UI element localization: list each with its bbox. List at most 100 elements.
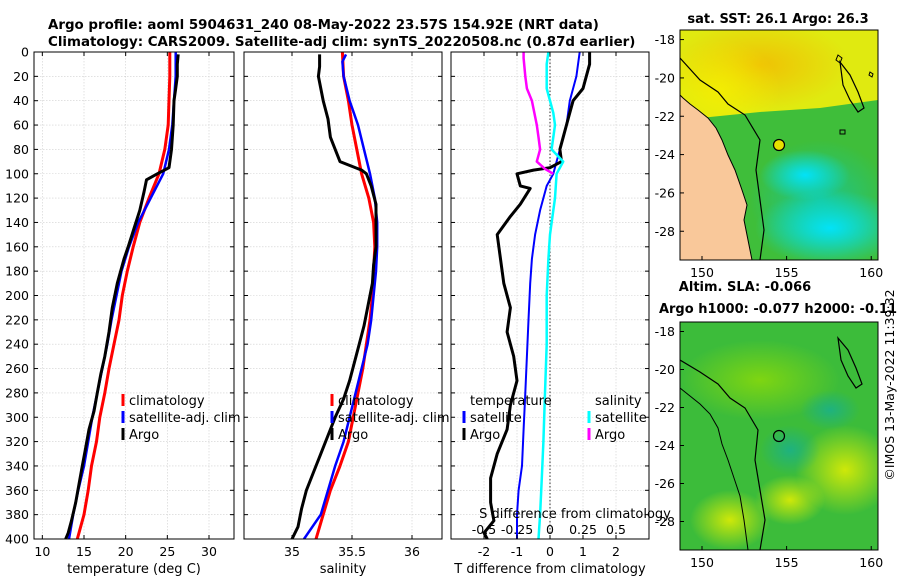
map-x-tick-label: 155: [775, 265, 799, 280]
legend-label-satellite-adj: satellite-adj. clim: [129, 411, 241, 426]
legend-label-s-argo: Argo: [595, 428, 625, 443]
x-tick-label: 35.5: [338, 544, 366, 559]
y-tick-label: 360: [5, 483, 29, 498]
map-x-tick-label: 160: [859, 555, 883, 570]
secondary-axis-label: S difference from climatology: [479, 507, 671, 522]
map-y-tick-label: -20: [655, 362, 675, 377]
y-tick-label: 200: [5, 288, 29, 303]
legend-label-satellite-adj: satellite-adj. clim: [338, 411, 450, 426]
y-tick-label: 0: [21, 45, 29, 60]
y-tick-label: 140: [5, 215, 29, 230]
x-tick-label: 15: [76, 544, 92, 559]
series-line-argo: [64, 54, 180, 539]
secondary-tick-label: 0: [546, 522, 554, 537]
series-group: [64, 52, 180, 539]
y-tick-label: 260: [5, 361, 29, 376]
x-tick-label: 25: [159, 544, 175, 559]
sla-coast-200m: [680, 359, 766, 550]
sla-map-axes: 150 155 160 -18 -20 -22 -24 -26 -28: [655, 324, 884, 570]
sst-map-title: sat. SST: 26.1 Argo: 26.3: [687, 12, 868, 27]
legend-label-t-satellite: satellite: [470, 411, 522, 426]
series-line-climatology: [75, 52, 172, 539]
sst-cyan-patch-2: [760, 150, 850, 200]
map-x-tick-label: 160: [859, 265, 883, 280]
map-y-tick-label: -28: [655, 514, 675, 529]
map-y-tick-label: -26: [655, 185, 675, 200]
y-tick-label: 300: [5, 410, 29, 425]
sst-island-outline: [835, 54, 874, 135]
y-tick-label: 40: [13, 93, 29, 108]
legend-label-climatology: climatology: [129, 394, 205, 409]
sla-map-title: Altim. SLA: -0.066: [679, 280, 811, 295]
sst-land: [680, 30, 753, 260]
y-tick-label: 180: [5, 264, 29, 279]
secondary-tick-label: -0.25: [501, 522, 533, 537]
legend-title-salinity: salinity: [595, 394, 642, 409]
sla-teal-patch-2: [800, 390, 860, 430]
sla-coastline: [680, 387, 749, 550]
sla-teal-patch: [760, 425, 820, 475]
x-tick-label: 36: [404, 544, 420, 559]
secondary-tick-label: 0.25: [569, 522, 597, 537]
y-tick-label: 80: [13, 142, 29, 157]
legend-label-t-argo: Argo: [470, 428, 500, 443]
secondary-tick-label: 0.5: [606, 522, 626, 537]
footer-timestamp: ©IMOS 13-May-2022 11:39:32: [882, 289, 897, 480]
map-x-tick-label: 150: [690, 265, 714, 280]
series-group: [482, 52, 592, 539]
series-line-climatology: [314, 52, 377, 539]
y-tick-label: 240: [5, 337, 29, 352]
temperature-profile-panel: 10 15 20 25 30020406080100120140160180200220…: [5, 45, 235, 577]
x-tick-label: 2: [612, 544, 620, 559]
series-group: [290, 52, 379, 539]
difference-legend: temperature satellite Argo salinity sate…: [462, 394, 647, 443]
y-tick-label: 60: [13, 118, 29, 133]
sst-profile-marker: [772, 138, 786, 152]
x-axis-label: salinity: [320, 562, 367, 577]
sla-map-frame: [679, 321, 879, 551]
x-tick-label: 1: [579, 544, 587, 559]
map-y-tick-label: -24: [655, 147, 675, 162]
legend-title-temperature: temperature: [470, 394, 552, 409]
sst-cyan-patch: [755, 190, 878, 260]
salinity-legend: climatology satellite-adj. clim Argo: [330, 394, 450, 443]
sla-profile-marker: [772, 429, 786, 443]
map-y-tick-label: -22: [655, 109, 675, 124]
y-tick-label: 20: [13, 69, 29, 84]
legend-label-argo: Argo: [338, 428, 368, 443]
difference-profile-panel: -2 -1 0 1 2 T difference from climatology S di…: [450, 51, 671, 577]
map-y-tick-label: -18: [655, 32, 675, 47]
y-tick-label: 100: [5, 166, 29, 181]
sst-map: sat. SST: 26.1 Argo: 26.3 150 155 160 -18 -2…: [655, 12, 884, 280]
x-tick-label: 20: [118, 544, 134, 559]
y-tick-label: 340: [5, 458, 29, 473]
x-tick-label: 0: [546, 544, 554, 559]
x-axis-label: temperature (deg C): [67, 562, 201, 577]
series-line-satellite-adj-clim: [302, 53, 379, 539]
figure-title-line1: Argo profile: aoml 5904631_240 08-May-20…: [48, 18, 599, 33]
series-line-s-argo: [522, 52, 554, 175]
sst-coast-200m: [680, 57, 765, 260]
legend-label-climatology: climatology: [338, 394, 414, 409]
y-tick-label: 400: [5, 532, 29, 547]
series-line-t-argo: [482, 52, 592, 539]
map-x-tick-label: 155: [775, 555, 799, 570]
y-tick-label: 380: [5, 507, 29, 522]
map-y-tick-label: -26: [655, 476, 675, 491]
map-y-tick-label: -24: [655, 438, 675, 453]
sla-map-subtitle: Argo h1000: -0.077 h2000: -0.11: [659, 302, 897, 317]
y-tick-label: 220: [5, 312, 29, 327]
sla-reef-outline: [837, 336, 863, 389]
y-tick-label: 160: [5, 239, 29, 254]
sla-lime-patch: [680, 340, 840, 420]
figure-title-line2: Climatology: CARS2009. Satellite-adj cli…: [48, 35, 635, 50]
map-y-tick-label: -18: [655, 324, 675, 339]
legend-label-s-satellite: satellite: [595, 411, 647, 426]
x-axis-label: T difference from climatology: [453, 562, 646, 577]
sst-map-axes: 150 155 160 -18 -20 -22 -24 -26 -28: [655, 32, 884, 280]
sst-map-frame: [679, 29, 879, 261]
map-x-tick-label: 150: [690, 555, 714, 570]
map-y-tick-label: -28: [655, 224, 675, 239]
x-tick-label: 30: [201, 544, 217, 559]
